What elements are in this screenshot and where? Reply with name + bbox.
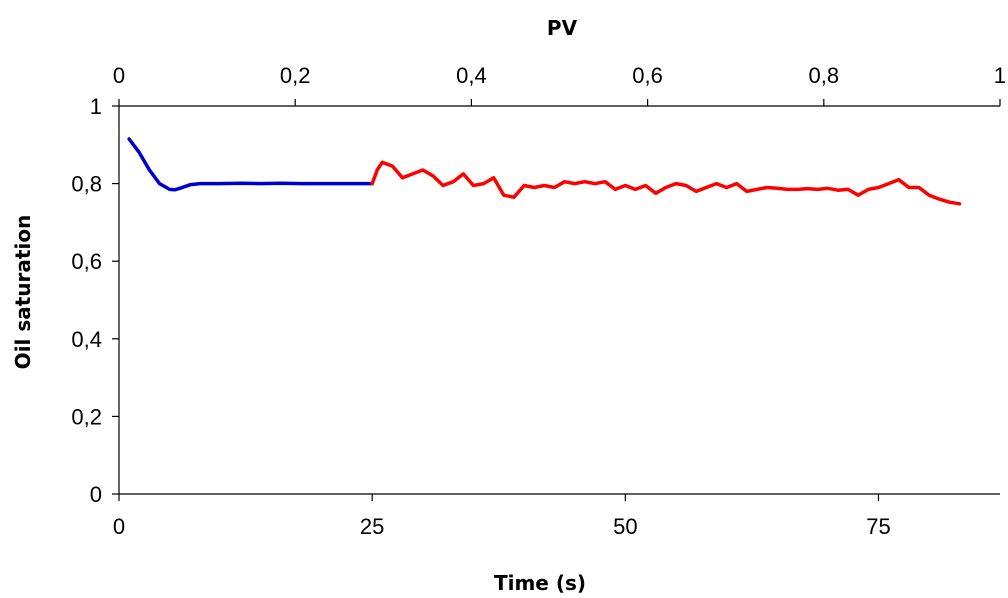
x2-tick-label: 1 xyxy=(994,63,1006,88)
tick-labels: 00,20,40,60,810 25 50 750 0,2 0,4 0,6 0,8 1 xyxy=(71,63,1006,539)
x2-tick-label: 0,4 xyxy=(456,63,487,88)
x-tick-label: 0 xyxy=(113,514,125,539)
x2-tick-label: 0,2 xyxy=(280,63,311,88)
tick-marks xyxy=(112,99,1001,501)
y-tick-label: 0,4 xyxy=(71,327,102,352)
y-tick-label: 0,8 xyxy=(71,172,102,197)
series-line-1 xyxy=(127,137,374,192)
x2-tick-label: 0 xyxy=(113,63,125,88)
y-tick-label: 0,2 xyxy=(71,404,102,429)
y-tick-label: 0,6 xyxy=(71,249,102,274)
x2-axis-title: PV xyxy=(547,16,578,40)
data-series xyxy=(127,137,962,206)
y-tick-label: 1 xyxy=(90,94,102,119)
y-tick-label: 0 xyxy=(90,482,102,507)
x-tick-label: 75 xyxy=(866,514,890,539)
x-tick-label: 50 xyxy=(613,514,637,539)
axes xyxy=(118,105,1000,495)
x2-tick-label: 0,8 xyxy=(809,63,840,88)
x2-tick-label: 0,6 xyxy=(632,63,663,88)
series-line-2 xyxy=(370,160,962,206)
x-axis-title: Time (s) xyxy=(494,571,586,595)
x-tick-label: 25 xyxy=(360,514,384,539)
y-axis-title: Oil saturation xyxy=(11,215,35,370)
